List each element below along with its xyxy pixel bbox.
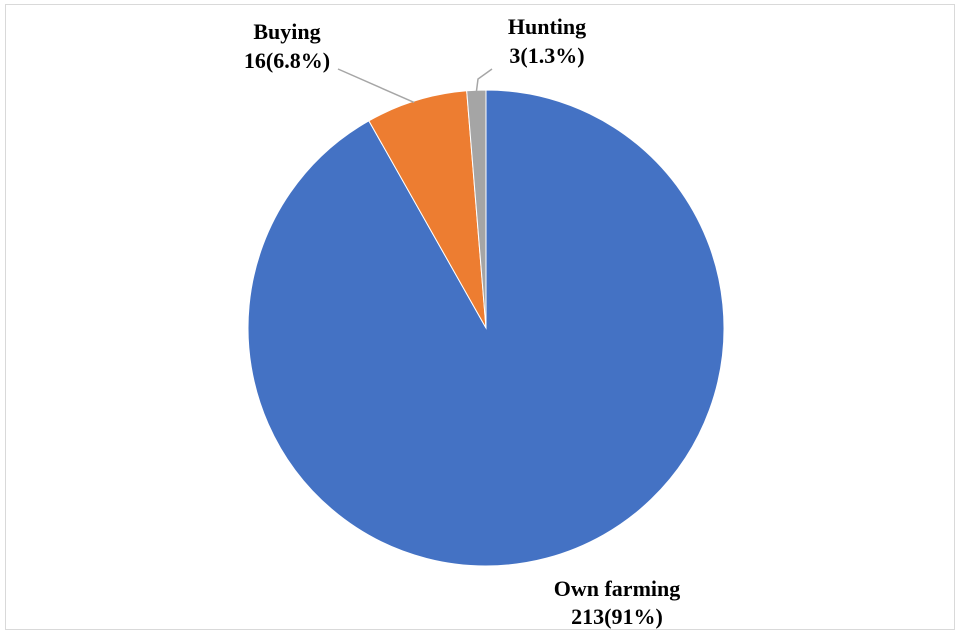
pie-slices bbox=[247, 89, 725, 567]
slice-label-hunting-name: Hunting bbox=[508, 14, 586, 39]
slice-label-buying-name: Buying bbox=[253, 19, 320, 44]
leader-lines bbox=[337, 68, 493, 104]
slice-label-buying-value: 16(6.8%) bbox=[244, 48, 330, 73]
data-labels: Own farming 213(91%) Buying 16(6.8%) Hun… bbox=[244, 14, 680, 629]
slice-label-own-farming-value: 213(91%) bbox=[571, 604, 663, 629]
pie-slice-buying bbox=[368, 90, 487, 329]
leader-line-buying bbox=[337, 68, 415, 104]
leader-line-hunting bbox=[475, 68, 493, 93]
slice-label-hunting-value: 3(1.3%) bbox=[509, 43, 584, 68]
slice-label-own-farming-name: Own farming bbox=[554, 576, 681, 601]
